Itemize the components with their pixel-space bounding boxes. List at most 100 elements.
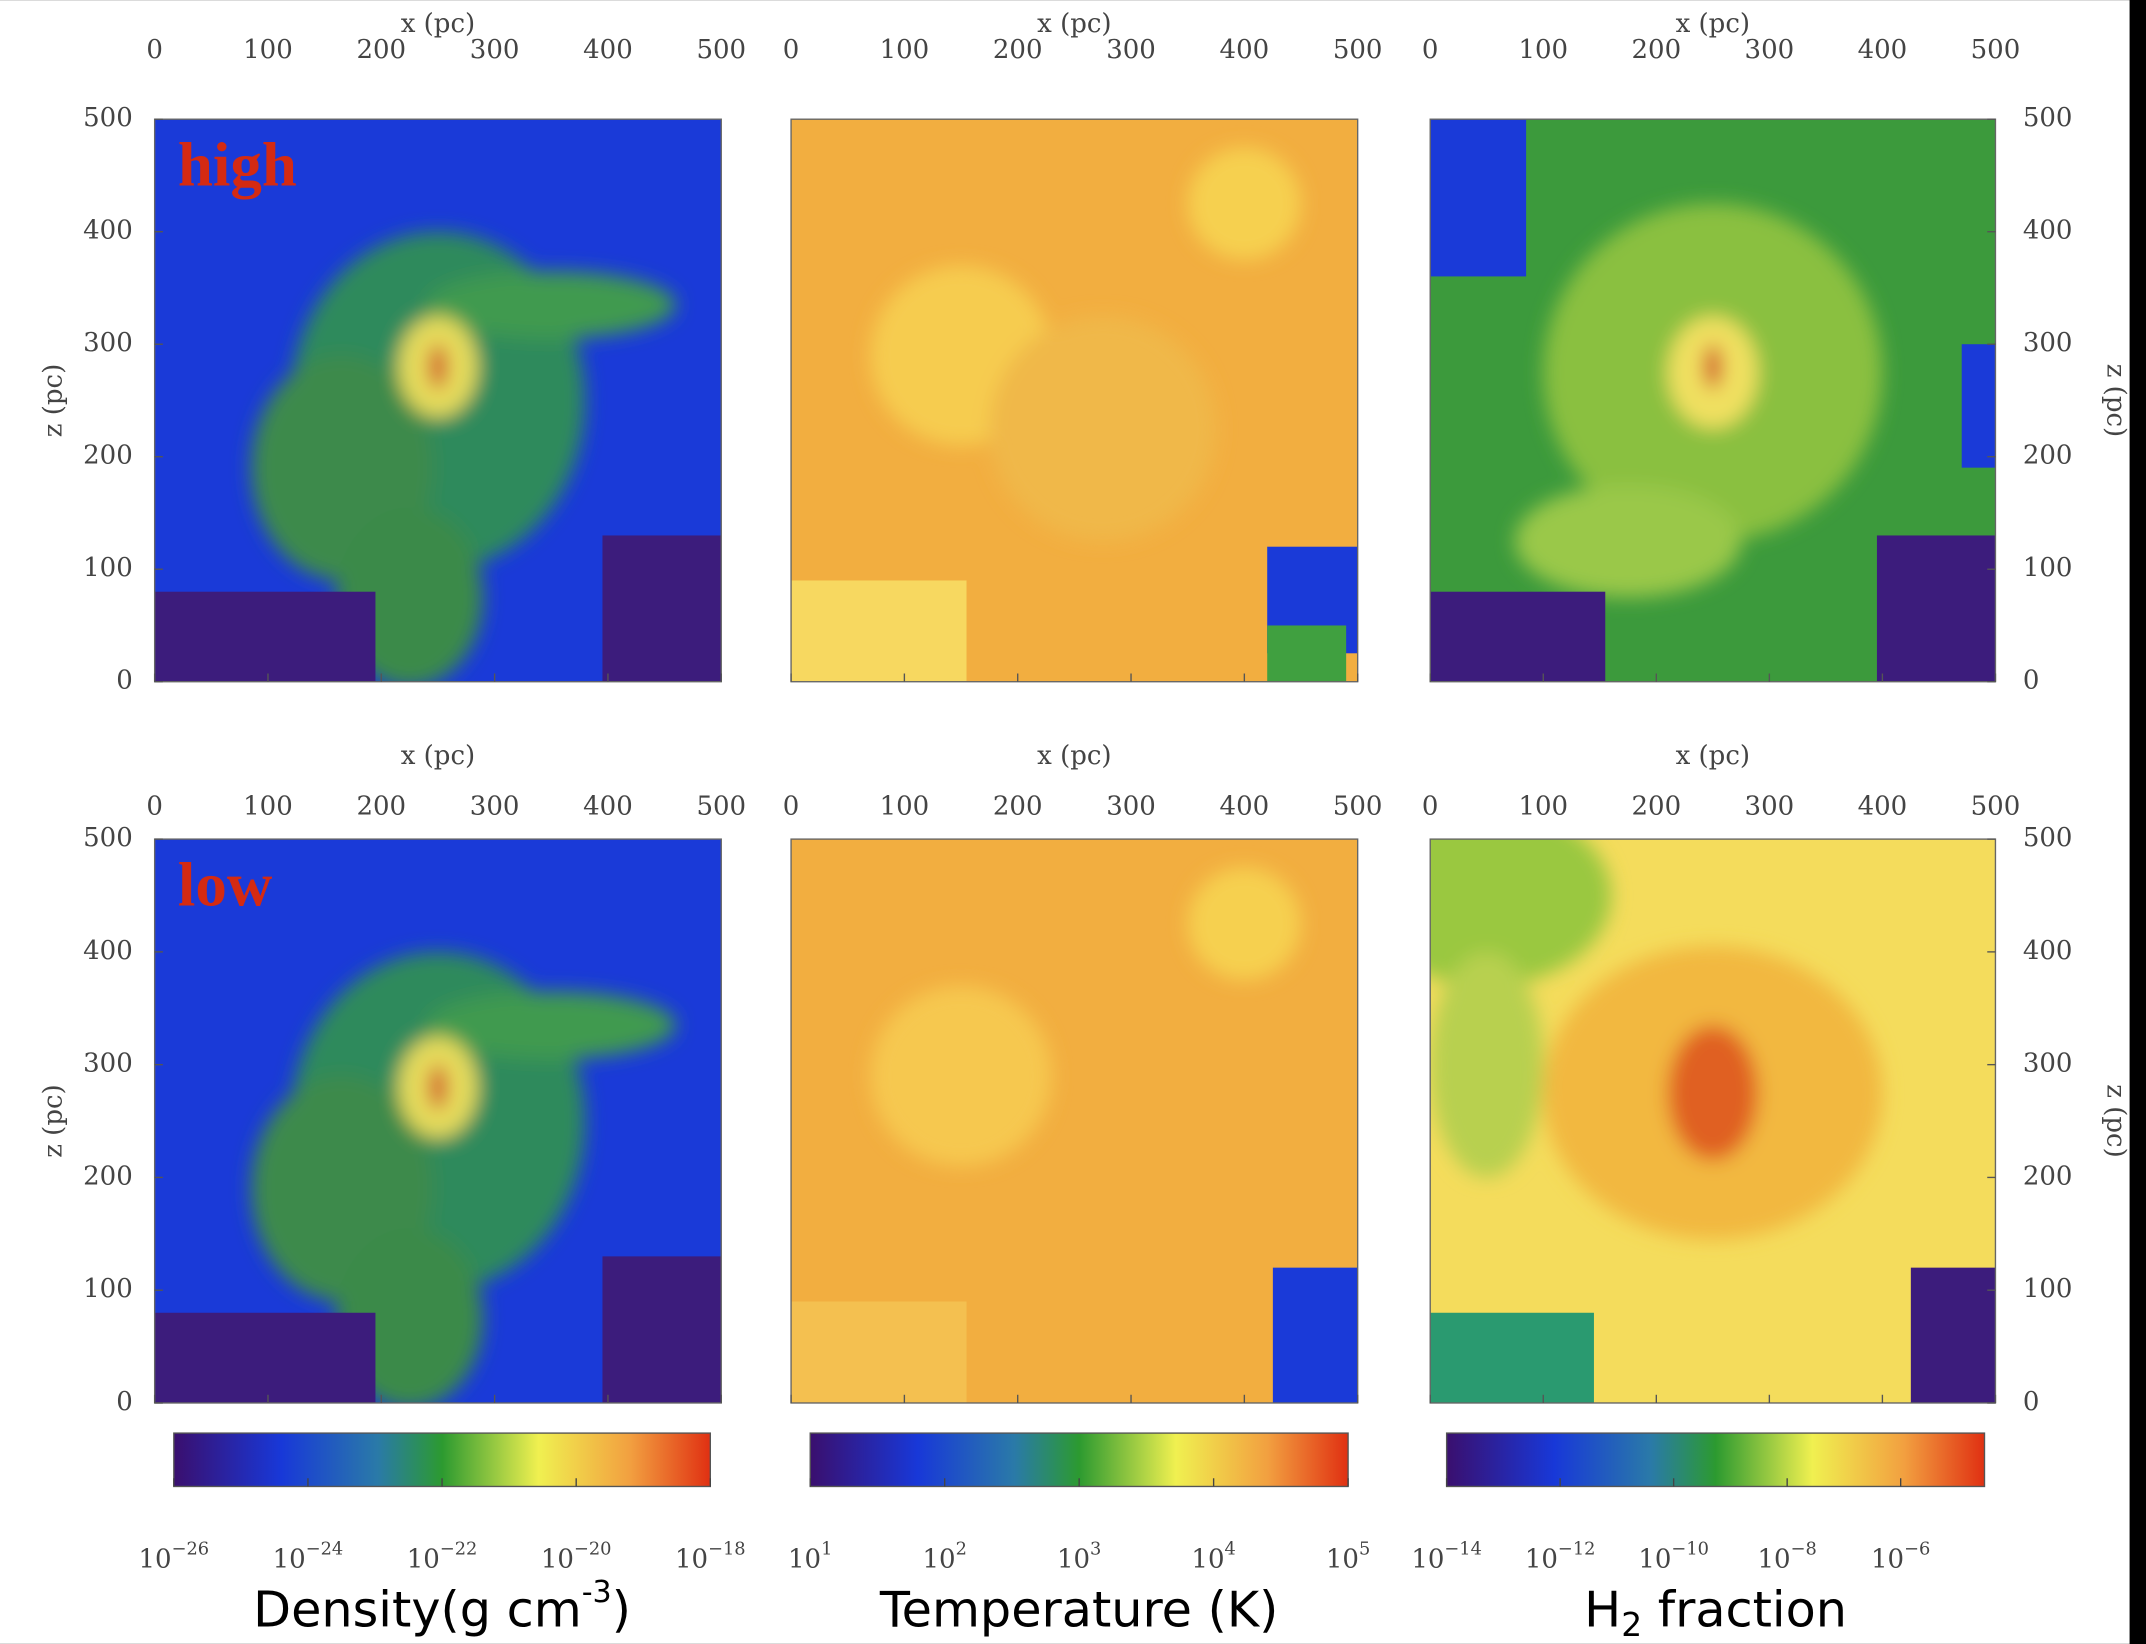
x-tick-label: 400 [1220,35,1270,65]
heatmap-blob [1430,952,1543,1178]
tick-exponent: −10 [1671,1538,1709,1559]
heatmap-blob [1188,147,1301,260]
y-tick-label: 200 [2023,441,2073,471]
x-tick-label: 0 [1422,35,1439,65]
heatmap-blob [989,316,1216,541]
y-tick-label: 400 [2023,216,2073,246]
tick-exponent: 4 [1225,1538,1236,1559]
x-tick-label: 100 [1518,792,1568,822]
heatmap-region [1425,1313,1594,1414]
x-tick-label: 0 [146,792,163,822]
x-tick-label: 400 [583,35,633,65]
tick-base: 10 [273,1544,306,1574]
x-tick-label: 300 [1745,792,1795,822]
y-tick-label: 500 [2023,103,2073,133]
y-tick-label: 500 [2023,823,2073,853]
heatmap-blob [429,1065,446,1110]
y-tick-label: 500 [83,823,133,853]
x-tick-label: 400 [583,792,633,822]
x-axis-label: x (pc) [1676,9,1750,39]
heatmap-region [786,580,967,692]
y-tick-label: 400 [83,936,133,966]
x-tick-label: 500 [1971,792,2021,822]
y-tick-label: 400 [83,216,133,246]
y-tick-label: 100 [83,1274,133,1304]
x-tick-label: 0 [783,792,800,822]
colorbar-title: Density(g cm-3) [253,1575,631,1638]
tick-base: 10 [541,1544,574,1574]
x-tick-label: 200 [356,792,406,822]
y-axis-label: z (pc) [39,1084,69,1157]
y-tick-label: 200 [2023,1161,2073,1191]
y-tick-label: 0 [2023,666,2040,696]
tick-exponent: 1 [821,1538,832,1559]
x-tick-label: 200 [993,35,1043,65]
x-tick-label: 500 [1333,792,1383,822]
x-tick-label: 0 [783,35,800,65]
y-tick-label: 500 [83,103,133,133]
x-tick-label: 400 [1858,792,1908,822]
x-tick-label: 200 [993,792,1043,822]
panel-annotation: high [178,130,297,200]
heatmap-image [149,119,727,692]
tick-base: 10 [788,1544,821,1574]
heatmap-image [786,839,1364,1414]
x-tick-label: 300 [1106,35,1156,65]
heatmap-region [602,1256,726,1414]
heatmap-region [1877,535,2001,692]
y-axis-label: z (pc) [2101,364,2131,437]
tick-base: 10 [1525,1544,1558,1574]
title-part: Temperature (K) [879,1580,1278,1638]
x-tick-label: 300 [1745,35,1795,65]
title-part: fraction [1642,1580,1847,1638]
y-tick-label: 0 [2023,1387,2040,1417]
heatmap-region [786,1301,967,1413]
heatmap-region [1273,1268,1363,1414]
tick-exponent: −12 [1558,1538,1596,1559]
tick-base: 10 [1326,1544,1359,1574]
tick-base: 10 [922,1544,955,1574]
y-tick-label: 300 [83,1049,133,1079]
y-tick-label: 100 [83,553,133,583]
x-axis-label: x (pc) [401,741,475,771]
y-tick-label: 300 [2023,328,2073,358]
heatmap-image [1425,119,2001,692]
heatmap-region [602,535,726,692]
x-tick-label: 100 [880,35,930,65]
tick-exponent: −24 [306,1538,344,1559]
x-tick-label: 100 [880,792,930,822]
panel-annotation: low [178,850,273,920]
y-tick-label: 100 [2023,1274,2073,1304]
tick-exponent: −8 [1791,1538,1817,1559]
heatmap-blob [1668,1025,1758,1160]
x-axis-label: x (pc) [1037,741,1111,771]
heatmap-image [786,119,1364,692]
x-axis-label: x (pc) [401,9,475,39]
heatmap-region [149,592,375,693]
x-tick-label: 500 [1333,35,1383,65]
tick-exponent: 5 [1359,1538,1370,1559]
heatmap-region [1425,119,1526,276]
heatmap-blob [429,344,446,389]
x-tick-label: 500 [696,35,746,65]
y-tick-label: 200 [83,441,133,471]
tick-base: 10 [1411,1544,1444,1574]
title-part: -3 [582,1575,612,1610]
y-axis-label: z (pc) [2101,1084,2131,1157]
x-tick-label: 400 [1220,792,1270,822]
x-axis-label: x (pc) [1676,741,1750,771]
tick-exponent: −26 [172,1538,210,1559]
x-tick-label: 500 [696,792,746,822]
tick-base: 10 [675,1544,708,1574]
x-tick-label: 0 [146,35,163,65]
tick-base: 10 [1758,1544,1791,1574]
heatmap-blob [870,986,1051,1166]
heatmap-image [149,839,727,1414]
y-tick-label: 300 [2023,1049,2073,1079]
x-tick-label: 200 [356,35,406,65]
tick-exponent: −14 [1444,1538,1482,1559]
x-tick-label: 100 [243,35,293,65]
tick-exponent: 2 [956,1538,967,1559]
tick-exponent: −6 [1904,1538,1930,1559]
heatmap-blob [427,271,676,339]
